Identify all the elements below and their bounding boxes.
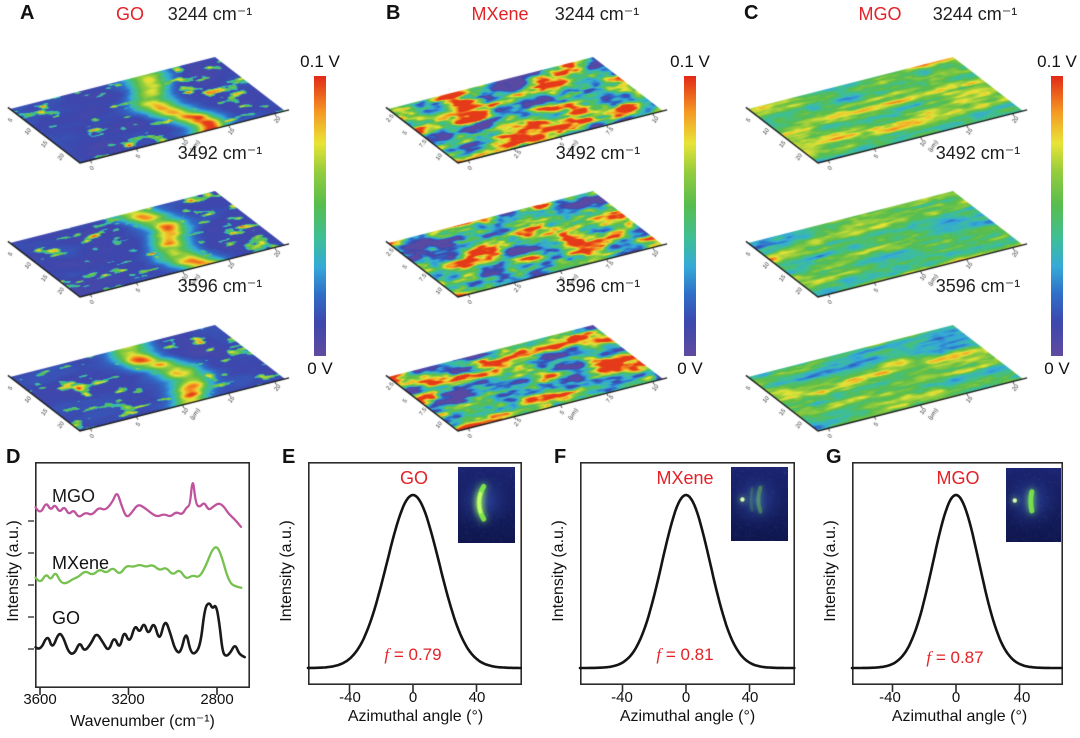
diffraction-inset-mgo [1006,468,1061,542]
x-tick: -40 [325,689,375,706]
material-label-mgo: MGO [835,4,925,25]
x-tick: 0 [931,689,981,706]
colorbar [1051,76,1063,356]
figure: A GO 3244 cm⁻¹ 3492 cm⁻¹ 3596 cm⁻¹ 0.1 V… [0,0,1080,738]
colorbar-max-label: 0.1 V [659,52,721,72]
f-value-label: f = 0.87 [885,648,1025,668]
x-tick: -40 [865,689,915,706]
curve-label-go: GO [52,608,80,629]
panel-label-e: E [282,446,295,469]
colorbar-min-label: 0 V [659,359,721,379]
x-tick: 0 [388,689,438,706]
wavenumber-label: 3244 cm⁻¹ [930,4,1020,25]
x-tick: 40 [725,689,775,706]
colorbar-max-label: 0.1 V [289,52,351,72]
panel-label-c: C [744,2,758,25]
x-tick: 0 [661,689,711,706]
x-tick: 40 [452,689,502,706]
surface-3d-mxene-3596 [378,293,678,438]
y-axis-label: Intensity (a.u.) [550,471,568,671]
x-tick: 2800 [192,691,242,708]
f-equals-value: = 0.87 [931,648,983,667]
panel-label-b: B [386,2,400,25]
x-axis-label: Azimuthal angle (°) [852,708,1067,726]
colorbar-max-label: 0.1 V [1026,52,1080,72]
material-label-mxene: MXene [625,468,745,489]
material-label-go: GO [95,4,165,25]
curve-label-mxene: MXene [52,553,109,574]
wavenumber-label: 3244 cm⁻¹ [165,4,255,25]
panel-label-a: A [20,2,34,25]
material-label-mgo: MGO [908,468,1008,489]
x-tick: -40 [597,689,647,706]
panel-label-g: G [826,446,842,469]
material-label-mxene: MXene [455,4,545,25]
f-value-label: f = 0.81 [615,645,755,665]
f-value-label: f = 0.79 [343,645,483,665]
x-tick: 3600 [15,691,65,708]
y-axis-label: Intensity (a.u.) [5,471,23,671]
surface-3d-go-3596 [0,293,300,438]
panel-label-d: D [6,446,20,469]
curve-label-mgo: MGO [52,486,95,507]
x-tick: 40 [997,689,1047,706]
x-tick: 3200 [103,691,153,708]
x-axis-label: Azimuthal angle (°) [308,708,523,726]
panel-label-f: F [554,446,566,469]
f-equals-value: = 0.79 [389,645,441,664]
f-equals-value: = 0.81 [661,645,713,664]
colorbar-min-label: 0 V [289,359,351,379]
material-label-go: GO [364,468,464,489]
x-axis-label: Wavenumber (cm⁻¹) [35,711,250,731]
colorbar [314,76,326,356]
x-axis-label: Azimuthal angle (°) [580,708,795,726]
diffraction-inset-mxene [731,467,788,541]
y-axis-label: Intensity (a.u.) [822,471,840,671]
colorbar [684,76,696,356]
wavenumber-label: 3244 cm⁻¹ [552,4,642,25]
y-axis-label: Intensity (a.u.) [278,471,296,671]
diffraction-inset-go [458,467,515,543]
surface-3d-mgo-3596 [738,293,1038,438]
colorbar-min-label: 0 V [1026,359,1080,379]
